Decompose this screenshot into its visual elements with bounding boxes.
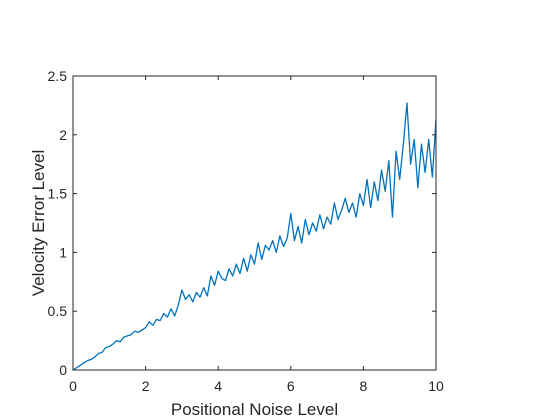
axes-box <box>72 75 437 371</box>
y-tick-label: 2 <box>59 127 67 143</box>
series-line <box>72 102 437 371</box>
tick-labels: 0 2 4 6 8 10 0 0.5 1 1.5 2 2.5 <box>48 68 444 394</box>
x-tick-label: 10 <box>428 378 444 394</box>
y-tick-label: 1 <box>59 244 67 260</box>
y-tick-label: 0 <box>59 362 67 378</box>
x-axis-label: Positional Noise Level <box>171 400 338 419</box>
y-tick-label: 1.5 <box>48 186 68 202</box>
x-tick-label: 8 <box>360 378 368 394</box>
x-tick-label: 2 <box>142 378 150 394</box>
y-tick-label: 2.5 <box>48 68 68 84</box>
plot-area <box>73 76 436 370</box>
y-tick-label: 0.5 <box>48 303 68 319</box>
x-tick-label: 6 <box>287 378 295 394</box>
y-axis-label: Velocity Error Level <box>29 150 48 296</box>
x-tick-label: 4 <box>214 378 222 394</box>
x-tick-label: 0 <box>69 378 77 394</box>
